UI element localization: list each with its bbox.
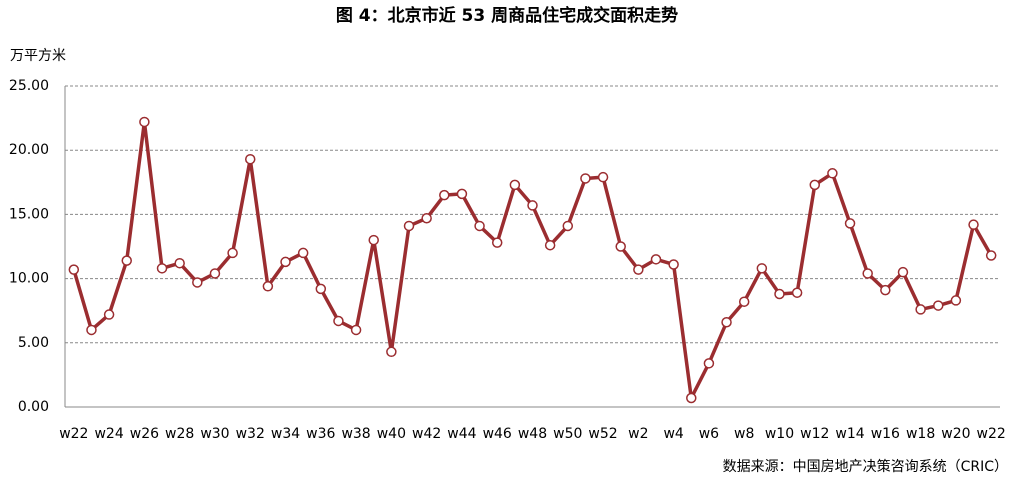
data-point [262,281,274,292]
data-point [880,284,891,296]
x-tick-label: w14 [835,426,864,442]
data-point [509,179,521,191]
data-point [950,295,962,306]
x-tick-label: w26 [130,426,159,442]
y-tick-label: 25.00 [9,78,49,94]
y-tick-label: 0.00 [18,399,49,415]
data-point [403,220,415,232]
data-point [827,168,838,179]
x-tick-label: w22 [977,426,1006,442]
y-tick-label: 5.00 [18,335,49,351]
data-point [350,324,362,336]
data-point [968,219,979,230]
x-tick-label: w24 [94,426,123,442]
data-point [774,288,785,300]
x-tick-label: w22 [59,426,88,442]
x-tick-label: w38 [341,426,370,442]
data-point [756,263,768,274]
x-tick-label: w28 [165,426,194,442]
x-tick-label: w52 [588,426,617,442]
data-point [86,324,97,336]
x-tick-label: w30 [200,426,229,442]
data-point [703,358,715,369]
data-point [686,392,697,404]
data-point [844,218,856,229]
x-tick-label: w12 [800,426,829,442]
x-tick-label: w10 [765,426,794,442]
data-point [244,153,256,165]
data-point [439,189,450,201]
data-point [139,116,150,128]
data-point [421,213,432,224]
data-point [174,257,185,269]
data-point [544,239,556,251]
x-tick-label: w18 [906,426,935,442]
data-point [650,254,662,265]
data-point [227,247,238,259]
data-point [668,259,679,270]
data-point [580,173,591,184]
x-tick-label: w48 [518,426,547,442]
x-tick-label: w32 [236,426,265,442]
y-axis-label: 万平方米 [10,48,66,64]
x-tick-label: w44 [447,426,476,442]
data-point [103,309,115,320]
data-point [491,237,503,248]
x-tick-label: w50 [553,426,582,442]
data-point [315,283,327,295]
x-tick-label: w2 [628,426,648,442]
x-tick-label: w8 [734,426,754,442]
x-tick-label: w36 [306,426,335,442]
data-point [156,263,168,274]
data-point [985,250,997,261]
data-point [933,300,944,311]
y-tick-label: 20.00 [9,142,49,158]
x-tick-label: w20 [941,426,970,442]
x-tick-label: w42 [412,426,441,442]
x-tick-label: w46 [483,426,512,442]
x-tick-label: w40 [377,426,406,442]
x-tick-label: w6 [699,426,719,442]
data-point [386,346,397,358]
data-point [721,317,732,328]
data-point [897,266,909,278]
data-point [68,264,80,275]
data-point [597,171,609,183]
data-point [456,188,468,200]
data-point [738,296,750,307]
chart-title: 图 4：北京市近 53 周商品住宅成交面积走势 [336,5,678,26]
data-point [562,220,574,232]
data-point [791,287,803,298]
data-point [809,179,821,191]
x-tick-label: w16 [871,426,900,442]
data-point [862,268,873,279]
data-point [633,264,644,275]
data-point [368,234,379,246]
source-note: 数据来源：中国房地产决策咨询系统（CRIC） [723,458,1008,475]
data-point [615,241,626,252]
x-tick-label: w34 [271,426,300,442]
data-point [527,200,538,211]
data-point [280,256,291,268]
data-point [209,268,221,279]
data-point [333,315,344,327]
y-tick-label: 15.00 [9,206,49,222]
data-point [915,304,926,315]
series-line [72,120,993,400]
data-point [297,247,309,259]
data-point [121,255,132,266]
y-tick-label: 10.00 [9,271,49,287]
data-point [192,277,203,288]
data-point [474,220,485,232]
x-tick-label: w4 [663,426,683,442]
